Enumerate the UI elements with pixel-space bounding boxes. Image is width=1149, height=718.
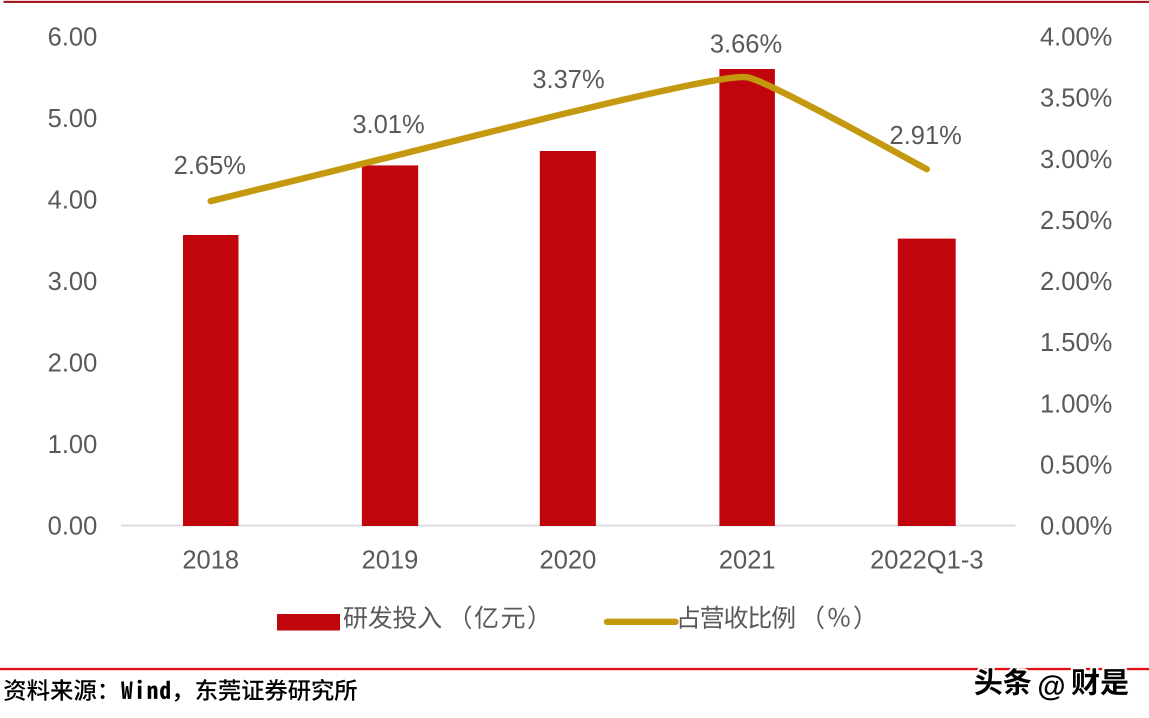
svg-text:2020: 2020 (540, 547, 597, 575)
svg-text:0.50%: 0.50% (1040, 452, 1112, 480)
svg-text:2.91%: 2.91% (890, 122, 962, 150)
svg-text:2019: 2019 (362, 547, 419, 575)
svg-text:1.00: 1.00 (48, 431, 98, 459)
svg-text:4.00%: 4.00% (1040, 24, 1112, 52)
svg-text:2.50%: 2.50% (1040, 207, 1112, 235)
svg-text:1.50%: 1.50% (1040, 329, 1112, 357)
svg-text:1.00%: 1.00% (1040, 390, 1112, 418)
svg-text:2.00%: 2.00% (1040, 268, 1112, 296)
svg-text:4.00: 4.00 (48, 187, 98, 215)
svg-text:3.00%: 3.00% (1040, 146, 1112, 174)
svg-text:2021: 2021 (719, 547, 776, 575)
svg-text:5.00: 5.00 (48, 105, 98, 133)
svg-text:0.00: 0.00 (48, 513, 98, 541)
svg-text:2018: 2018 (182, 547, 239, 575)
svg-text:0.00%: 0.00% (1040, 513, 1112, 541)
svg-text:2.65%: 2.65% (174, 152, 246, 180)
svg-text:3.37%: 3.37% (532, 66, 604, 94)
svg-text:3.00: 3.00 (48, 268, 98, 296)
svg-text:3.01%: 3.01% (352, 111, 424, 139)
svg-text:3.50%: 3.50% (1040, 85, 1112, 113)
svg-text:6.00: 6.00 (48, 24, 98, 52)
svg-text:2022Q1-3: 2022Q1-3 (870, 547, 983, 575)
svg-text:2.00: 2.00 (48, 350, 98, 378)
svg-text:3.66%: 3.66% (710, 30, 782, 58)
